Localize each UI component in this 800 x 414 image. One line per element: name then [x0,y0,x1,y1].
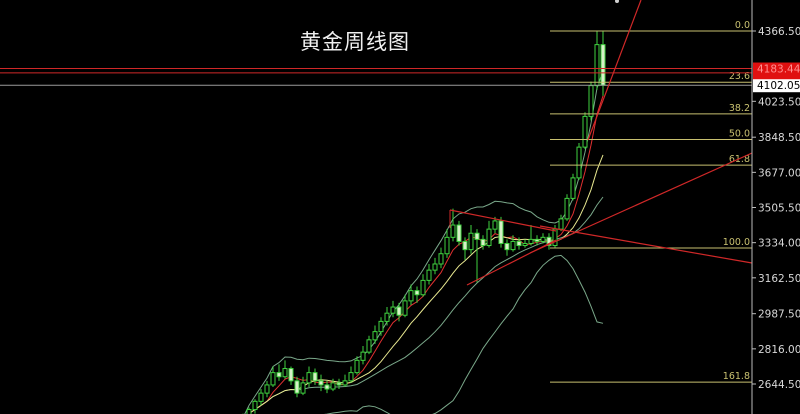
candle-bear [480,238,486,247]
y-tick-label: 3334.00 [758,238,800,250]
chart-object-marker[interactable] [615,0,619,3]
candle-bull [540,236,546,242]
candle-bull [264,384,270,394]
candle-bear [462,240,468,251]
candle-bear [516,240,522,247]
candle-bull [390,306,396,314]
candle-bear [276,372,282,378]
descending-trendline[interactable] [539,225,753,264]
current-price-tag [753,79,800,93]
price-tags: 4183.44 4102.05 [753,62,800,93]
candle-bull [528,238,534,244]
candle-bear [600,44,606,86]
candle-bear [396,306,402,316]
price-axis: 4366.50 4023.50 3848.50 3677.00 3505.50 3334.… [751,0,800,414]
bollinger-lower [323,254,604,414]
ma-fast-line [247,95,604,414]
candle-bear [312,372,318,382]
candle-bull [522,242,528,247]
candle-bear [498,220,504,244]
candle-bull [486,228,492,247]
chart-title: 黄金周线图 [300,30,410,54]
candle-bull [420,279,426,296]
candle-bull [246,409,252,414]
candle-bull [330,382,336,390]
fib-level-label: 50.0 [729,128,750,139]
candle-bear [294,380,300,394]
candle-bull [252,400,258,411]
candle-bull [588,85,594,117]
candle-bull [408,290,414,302]
candle-bull [576,146,582,179]
candle-bear [288,368,294,382]
candle-bear [456,224,462,242]
moving-averages [247,95,604,414]
y-tick-label: 3505.50 [758,203,800,215]
fib-level-label: 23.6 [729,71,750,82]
y-tick-label: 2816.00 [758,344,800,356]
fib-level-label: 100.0 [723,237,750,248]
candle-bull [402,300,408,316]
candle-bear [546,236,552,247]
candle-bull [366,339,372,353]
candle-bear [324,384,330,390]
candle-bull [510,240,516,251]
candle-bull [270,372,276,386]
candles [242,31,606,414]
candle-bull [570,177,576,199]
y-tick-label: 2644.50 [758,379,800,391]
fib-level-label: 61.8 [729,154,750,165]
red-price-tag-label: 4183.44 [757,64,800,76]
fib-level-label: 161.8 [723,371,750,382]
candle-bull [426,269,432,281]
red-price-tag [753,62,800,80]
candle-bull [492,220,498,230]
y-tick-label: 2987.50 [758,309,800,321]
candle-bull [582,115,588,148]
candle-bear [414,290,420,296]
candle-bull [306,372,312,384]
y-tick-label: 4023.50 [758,96,800,108]
trendlines [449,0,753,286]
current-price-tag-label: 4102.05 [757,80,800,92]
fib-level-label: 38.2 [729,103,750,114]
candle-bull [564,197,570,220]
candle-bear [318,380,324,386]
candle-bear [534,238,540,242]
candle-bull [594,44,600,87]
horizontal-levels: 0.0 23.6 38.2 50.0 61.8 100.0 161.8 [0,20,752,383]
candle-bull [384,312,390,322]
candle-bull [558,218,564,230]
triangle-upper-line[interactable] [449,209,557,232]
candle-bull [258,392,264,402]
candle-bear [474,232,480,240]
y-tick-label: 3848.50 [758,132,800,144]
candle-bull [354,359,360,374]
candle-bull [450,224,456,238]
candle-bear [336,382,342,386]
candle-bull [444,236,450,255]
candle-bear [504,242,510,251]
bollinger-upper [244,70,604,414]
steep-trendline[interactable] [587,0,642,141]
y-tick-label: 3162.50 [758,273,800,285]
y-tick-label: 4366.50 [758,26,800,38]
candle-bull [432,263,438,271]
candle-bull [348,372,354,382]
candle-bull [438,253,444,265]
candle-bull [342,380,348,386]
candle-bull [552,228,558,247]
rising-trendline[interactable] [529,152,753,254]
y-tick-label: 3677.00 [758,167,800,179]
candle-bull [282,368,288,378]
candle-bull [378,320,384,333]
candle-bull [372,331,378,341]
candle-bull [468,232,474,251]
candle-bull [300,382,306,394]
fib-level-label: 0.0 [735,20,750,31]
candle-bull [360,351,366,361]
